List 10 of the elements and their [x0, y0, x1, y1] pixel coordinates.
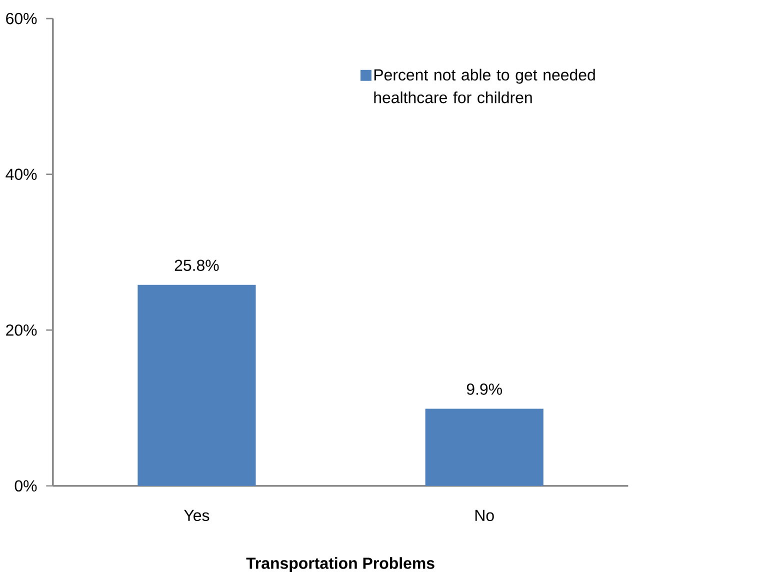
y-tick-label: 40%	[6, 168, 37, 180]
y-tick-label: 20%	[6, 324, 37, 336]
y-tick-label: 60%	[6, 13, 37, 24]
x-tick-label: No	[475, 510, 494, 522]
data-label: 25.8%	[174, 260, 219, 272]
x-axis-title: Transportation Problems	[246, 557, 434, 572]
legend-label: Percent not able to get needed healthcare for children	[374, 68, 595, 104]
x-tick-label: Yes	[184, 510, 210, 522]
data-label: 9.9%	[466, 384, 502, 395]
y-tick-label: 0%	[14, 480, 37, 492]
